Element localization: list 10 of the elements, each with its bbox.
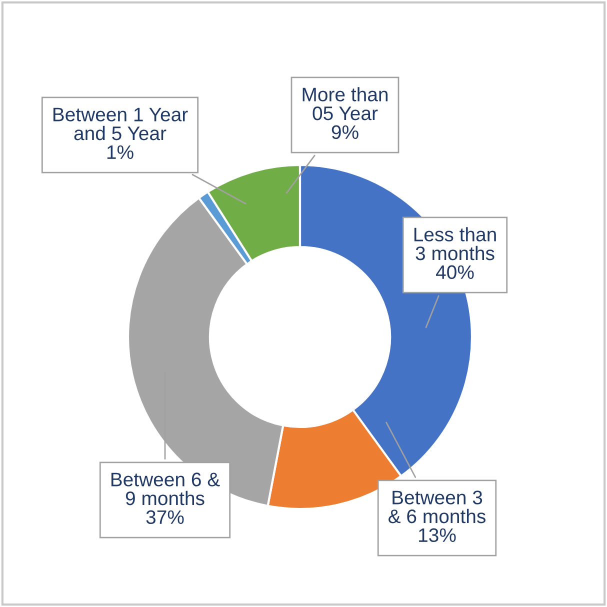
data-label: 37%	[146, 510, 184, 524]
slice-label: Between 1 Year and 5 Year	[53, 108, 188, 140]
slice-label: Less than 3 months	[414, 227, 496, 260]
data-label: 9%	[332, 125, 358, 140]
data-label: 40%	[436, 265, 474, 280]
data-label: 13%	[419, 528, 456, 542]
slice-label: Between 3 & 6 months	[388, 490, 486, 524]
data-label: 1%	[107, 145, 134, 159]
slice-label: More than 05 Year	[302, 87, 388, 120]
slice-label: Between 6 & 9 months	[111, 472, 220, 506]
